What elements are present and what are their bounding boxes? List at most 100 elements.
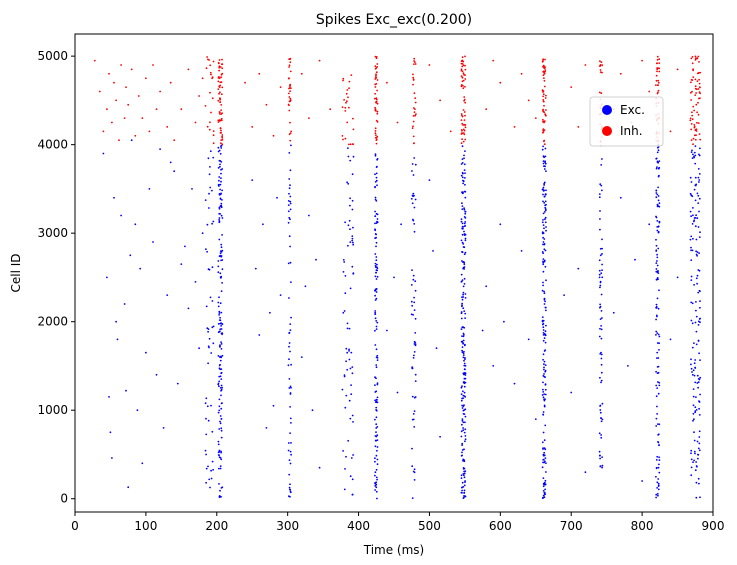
spike-point xyxy=(692,105,695,108)
spike-point xyxy=(570,86,573,88)
spike-point xyxy=(655,249,658,252)
spike-point xyxy=(695,461,697,463)
spike-point xyxy=(641,480,643,482)
spike-point xyxy=(289,495,291,498)
spike-point xyxy=(655,238,657,241)
spike-point xyxy=(655,74,658,77)
spike-point xyxy=(342,271,345,273)
series-inh xyxy=(93,55,702,146)
spike-point xyxy=(464,381,467,384)
spike-point xyxy=(694,381,697,384)
spike-point xyxy=(464,251,467,254)
spike-point xyxy=(543,461,545,464)
spike-point xyxy=(461,385,463,388)
spike-point xyxy=(343,310,346,312)
spike-point xyxy=(601,238,603,241)
spike-point xyxy=(102,130,105,133)
spike-point xyxy=(463,350,465,353)
spike-point xyxy=(375,172,378,175)
spike-point xyxy=(462,409,465,412)
spike-point xyxy=(220,436,223,439)
spike-point xyxy=(374,76,377,79)
spike-point xyxy=(657,272,660,274)
spike-point xyxy=(691,223,694,225)
spike-point xyxy=(464,114,466,117)
spike-point xyxy=(658,459,661,461)
spike-point xyxy=(461,162,464,164)
spike-point xyxy=(413,230,416,233)
spike-point xyxy=(343,261,346,263)
spike-point xyxy=(410,284,413,286)
spike-point xyxy=(376,158,379,160)
spike-point xyxy=(218,212,221,215)
spike-point xyxy=(543,104,545,107)
spike-point xyxy=(600,379,603,382)
spike-point xyxy=(375,427,378,429)
spike-point xyxy=(689,238,692,241)
spike-point xyxy=(499,81,502,84)
spike-point xyxy=(375,325,378,328)
spike-point xyxy=(542,319,545,322)
spike-point xyxy=(205,397,208,400)
spike-point xyxy=(412,78,415,81)
spike-point xyxy=(352,241,354,244)
spike-point xyxy=(374,265,377,267)
spike-point xyxy=(349,159,352,162)
spike-point xyxy=(211,222,214,225)
spike-point xyxy=(288,331,291,334)
spike-point xyxy=(601,466,603,469)
spike-point xyxy=(543,143,546,146)
spike-point xyxy=(698,414,701,416)
spike-point xyxy=(251,126,254,128)
spike-point xyxy=(375,97,378,99)
spike-point xyxy=(375,364,378,366)
spike-point xyxy=(696,217,699,220)
spike-point xyxy=(376,63,379,65)
spike-point xyxy=(463,467,466,470)
spike-point xyxy=(462,429,465,432)
spike-point xyxy=(413,309,416,311)
spike-point xyxy=(656,264,659,267)
spike-point xyxy=(208,478,211,481)
spike-point xyxy=(462,497,465,499)
spike-point xyxy=(218,221,221,224)
spike-point xyxy=(657,392,660,395)
spike-point xyxy=(374,130,377,132)
spike-point xyxy=(211,266,214,269)
spike-point xyxy=(542,270,545,273)
spike-point xyxy=(212,156,215,159)
spike-point xyxy=(462,140,465,143)
spike-point xyxy=(414,63,417,65)
spike-point xyxy=(374,237,376,240)
spike-point xyxy=(376,213,379,216)
spike-point xyxy=(570,391,573,394)
spike-point xyxy=(218,66,221,69)
spike-point xyxy=(691,118,694,121)
spike-point xyxy=(288,178,291,180)
spike-point xyxy=(375,110,377,112)
spike-point xyxy=(695,128,698,131)
spike-point xyxy=(288,378,291,380)
spike-point xyxy=(208,173,211,176)
spike-point xyxy=(542,64,545,67)
spike-point xyxy=(542,121,545,123)
spike-point xyxy=(375,366,378,369)
spike-point xyxy=(212,468,215,471)
spike-point xyxy=(690,194,693,197)
spike-point xyxy=(375,431,377,433)
spike-point xyxy=(658,423,661,426)
spike-point xyxy=(544,334,547,337)
spike-point xyxy=(152,64,154,66)
spike-point xyxy=(464,239,467,242)
spike-point xyxy=(542,381,544,384)
spike-point xyxy=(544,249,547,252)
spike-point xyxy=(414,380,417,382)
spike-point xyxy=(348,219,351,222)
spike-point xyxy=(205,467,208,470)
spike-point xyxy=(218,496,221,499)
spike-point xyxy=(375,98,378,101)
spike-point xyxy=(658,220,661,223)
spike-point xyxy=(692,237,694,240)
spike-point xyxy=(375,409,377,411)
spike-point xyxy=(657,81,660,84)
